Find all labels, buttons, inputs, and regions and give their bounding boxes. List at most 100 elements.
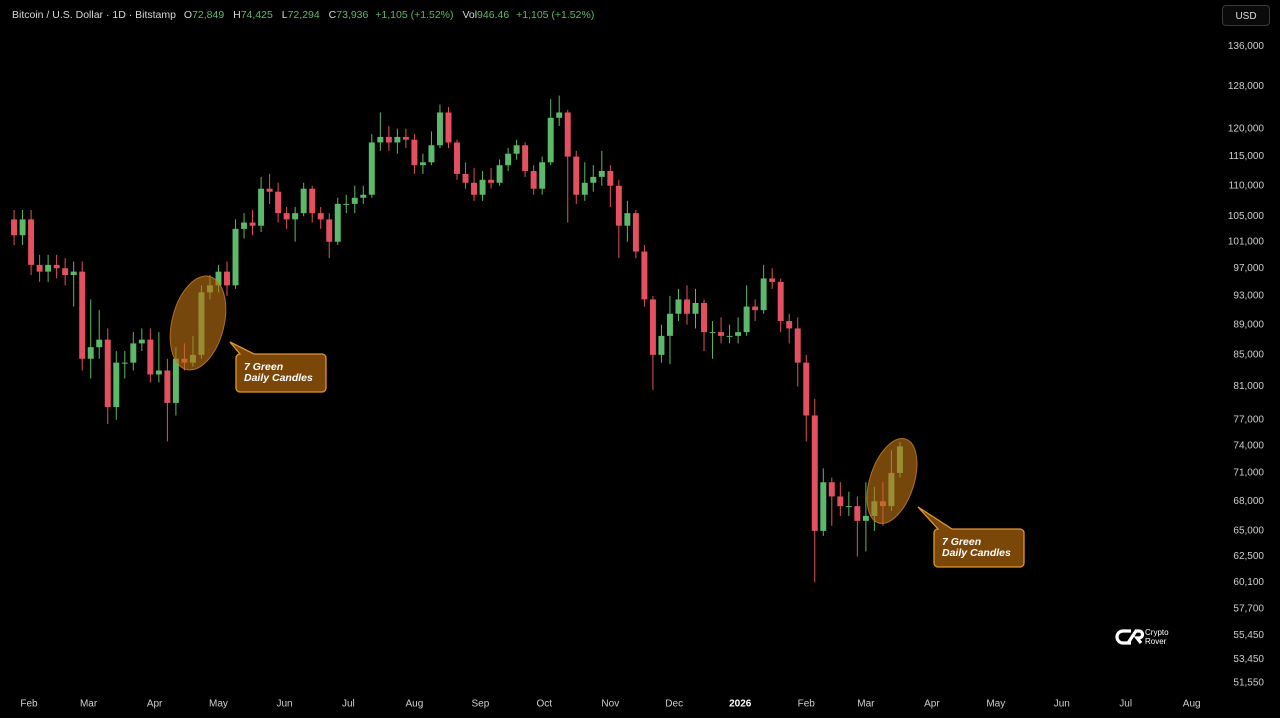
candle-body	[837, 496, 844, 507]
candle-body	[428, 145, 435, 163]
candle-body	[45, 264, 52, 272]
y-tick-label: 120,000	[1228, 123, 1265, 134]
candle-body	[735, 332, 742, 336]
y-tick-label: 115,000	[1229, 151, 1265, 162]
x-tick-label: Feb	[798, 699, 816, 710]
candle-body	[258, 188, 265, 226]
candle-body	[862, 515, 869, 521]
y-tick-label: 105,000	[1228, 211, 1265, 222]
candle-body	[70, 271, 77, 276]
x-tick-label: Mar	[857, 699, 875, 710]
y-tick-label: 85,000	[1233, 350, 1264, 361]
currency-button[interactable]: USD	[1222, 5, 1270, 26]
candle-body	[317, 213, 324, 220]
candle-body	[794, 328, 801, 363]
logo-r	[1126, 629, 1145, 644]
candle-body	[624, 213, 631, 226]
watermark-logo	[1115, 629, 1145, 645]
candle-body	[419, 162, 426, 166]
y-tick-label: 77,000	[1233, 414, 1264, 425]
x-tick-label: May	[986, 699, 1005, 710]
y-tick-label: 110,000	[1229, 180, 1265, 191]
x-tick-label: Aug	[406, 699, 424, 710]
candle-body	[547, 117, 554, 163]
candle-body	[641, 251, 648, 300]
candle-body	[300, 188, 307, 214]
candle-body	[726, 335, 733, 337]
x-tick-label: Sep	[472, 699, 490, 710]
candle-body	[513, 145, 520, 154]
candle-body	[488, 179, 495, 183]
candle-body	[130, 343, 137, 363]
candle-body	[777, 281, 784, 322]
ohlc-value: 72,849	[192, 9, 225, 21]
candle-body	[709, 332, 716, 334]
candle-body	[769, 278, 776, 282]
y-tick-label: 93,000	[1233, 291, 1264, 302]
change: +1,105 (+1.52%)	[375, 9, 454, 21]
callout-text: 7 Green	[942, 536, 981, 548]
y-tick-label: 60,100	[1233, 577, 1264, 588]
candle-body	[326, 219, 333, 242]
x-tick-label: Mar	[80, 699, 98, 710]
callout-box	[917, 506, 1025, 568]
candle-body	[62, 268, 69, 276]
candle-body	[828, 482, 835, 497]
candle-body	[96, 339, 103, 348]
candle-body	[249, 222, 256, 226]
candle-body	[292, 213, 299, 220]
x-tick-label: Jul	[342, 699, 355, 710]
candle-body	[701, 302, 708, 333]
candle-body	[138, 339, 145, 344]
x-tick-label: Apr	[924, 699, 940, 710]
candle-body	[436, 112, 443, 146]
watermark-text: Crypto	[1145, 628, 1169, 637]
candle-body	[658, 335, 665, 355]
candle-body	[224, 271, 230, 286]
callout-text: Daily Candles	[244, 372, 313, 384]
x-tick-label: Feb	[20, 699, 38, 710]
x-tick-label: Nov	[601, 699, 619, 710]
candle-body	[573, 156, 580, 195]
ohlc-label: L	[281, 9, 288, 21]
candle-body	[334, 203, 341, 242]
candle-body	[607, 170, 614, 186]
candle-body	[53, 264, 60, 269]
y-tick-label: 71,000	[1233, 468, 1264, 479]
candle-body	[309, 188, 316, 214]
candle-body	[147, 339, 154, 375]
candle-body	[590, 176, 597, 183]
logo-c	[1115, 629, 1131, 645]
candle-body	[752, 306, 759, 311]
candle-body	[854, 506, 861, 521]
candle-body	[113, 362, 120, 408]
candle-body	[28, 219, 35, 265]
candle-body	[283, 213, 290, 220]
candle-body	[692, 302, 699, 314]
candle-body	[377, 136, 384, 143]
x-tick-label: Jun	[276, 699, 292, 710]
candle-body	[87, 347, 94, 359]
candle-body	[462, 173, 469, 183]
volume-change: +1,105 (+1.52%)	[516, 9, 595, 21]
ohlc-value: 72,294	[287, 9, 320, 21]
symbol-header: Bitcoin / U.S. Dollar · 1D · Bitstamp O7…	[12, 9, 594, 21]
candle-body	[845, 506, 852, 508]
candle-body	[666, 313, 673, 336]
y-tick-label: 128,000	[1228, 81, 1265, 92]
candle-body	[164, 370, 171, 403]
callout-text: Daily Candles	[942, 547, 1011, 559]
x-tick-label: Jul	[1119, 699, 1132, 710]
candle-body	[479, 179, 486, 195]
y-tick-label: 97,000	[1233, 263, 1264, 274]
candle-body	[530, 170, 537, 189]
candle-body	[351, 197, 358, 204]
candle-body	[539, 162, 546, 189]
candle-body	[522, 145, 529, 171]
candle-body	[760, 278, 767, 311]
y-tick-label: 81,000	[1233, 381, 1264, 392]
x-tick-label: Dec	[665, 699, 683, 710]
